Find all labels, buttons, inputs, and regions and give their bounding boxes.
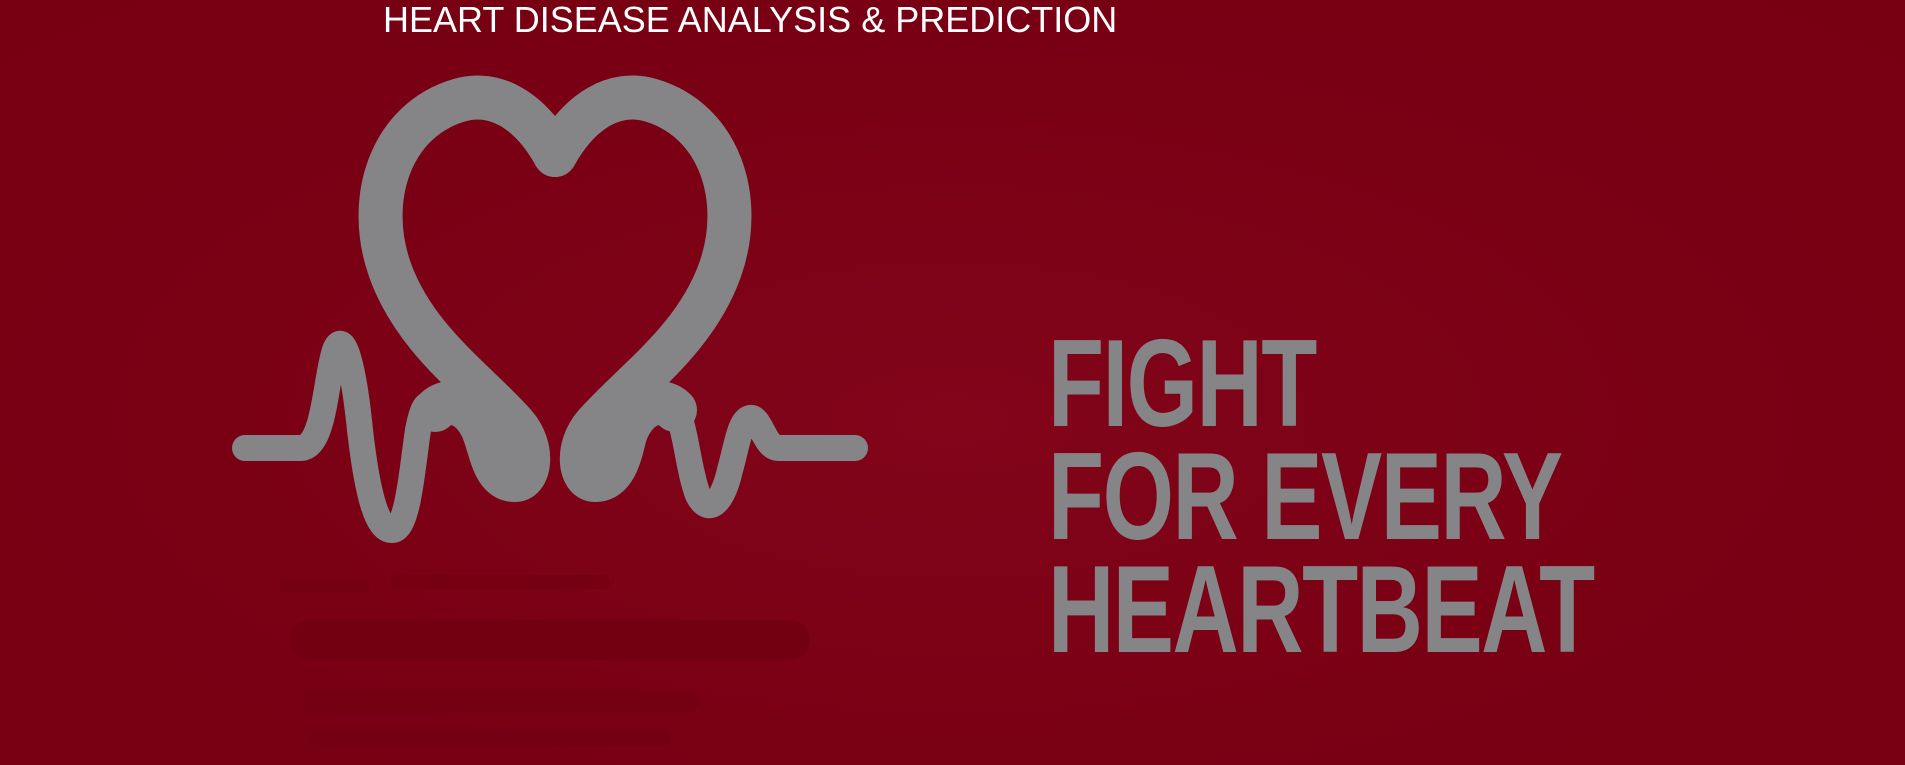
faded-logo-wordmark — [270, 560, 830, 760]
slogan-line-2: FOR EVERY — [1048, 428, 1563, 566]
slogan-line-3: HEARTBEAT — [1048, 541, 1595, 679]
page-title: HEART DISEASE ANALYSIS & PREDICTION — [383, 0, 1118, 40]
heart-heartbeat-icon — [230, 50, 870, 570]
slogan: FIGHT FOR EVERY HEARTBEAT — [1048, 315, 1595, 679]
slogan-line-1: FIGHT — [1048, 315, 1317, 453]
